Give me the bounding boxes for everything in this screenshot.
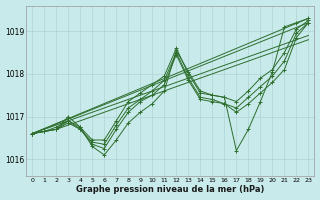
X-axis label: Graphe pression niveau de la mer (hPa): Graphe pression niveau de la mer (hPa) xyxy=(76,185,265,194)
